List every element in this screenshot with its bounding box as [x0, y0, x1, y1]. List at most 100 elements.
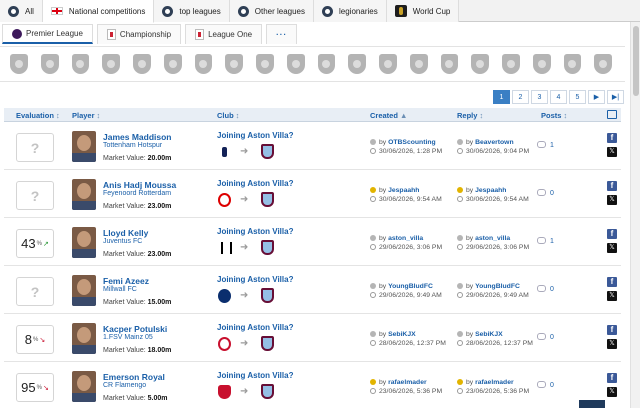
player-photo[interactable]	[72, 371, 96, 402]
facebook-share-icon[interactable]: f	[607, 325, 617, 335]
created-user-link[interactable]: YoungBludFC	[388, 283, 433, 290]
created-user-link[interactable]: rafaelmader	[388, 379, 427, 386]
player-club-link[interactable]: Tottenham Hotspur	[103, 142, 163, 149]
posts-count[interactable]: 1	[537, 237, 554, 245]
from-club-crest-icon[interactable]	[218, 289, 231, 303]
reply-user-link[interactable]: YoungBludFC	[475, 283, 520, 290]
page-button[interactable]: 5	[569, 90, 586, 104]
player-name-link[interactable]: Kacper Potulski	[103, 324, 168, 334]
club-header[interactable]: Club ↕	[217, 111, 239, 120]
facebook-share-icon[interactable]: f	[607, 229, 617, 239]
club-crest-icon[interactable]	[163, 54, 182, 74]
facebook-share-icon[interactable]: f	[607, 373, 617, 383]
facebook-share-icon[interactable]: f	[607, 181, 617, 191]
from-club-crest-icon[interactable]	[218, 385, 231, 399]
reply-user-link[interactable]: rafaelmader	[475, 379, 514, 386]
club-crest-icon[interactable]	[133, 54, 151, 74]
evaluation-badge[interactable]: ?	[16, 133, 54, 162]
created-user-link[interactable]: aston_villa	[388, 235, 424, 242]
tab-all[interactable]: All	[0, 0, 43, 22]
league-tab-2[interactable]: Championship	[96, 24, 182, 44]
tab-other-leagues[interactable]: Other leagues	[229, 0, 315, 22]
from-club-crest-icon[interactable]	[218, 337, 231, 351]
x-share-icon[interactable]: 𝕏	[607, 339, 617, 349]
from-club-crest-icon[interactable]	[218, 193, 231, 207]
league-tab-4[interactable]: ···	[266, 24, 298, 44]
from-club-crest-icon[interactable]	[218, 241, 232, 255]
evaluation-badge[interactable]: 8% ↘	[16, 325, 54, 354]
club-crest-icon[interactable]	[71, 54, 90, 74]
club-crest-icon[interactable]	[194, 54, 213, 74]
player-name-link[interactable]: Lloyd Kelly	[103, 228, 149, 238]
created-user-link[interactable]: SebiKJX	[388, 331, 416, 338]
posts-count[interactable]: 0	[537, 381, 554, 389]
page-button[interactable]: ▶|	[607, 90, 624, 104]
player-club-link[interactable]: Millwall FC	[103, 286, 137, 293]
player-photo[interactable]	[72, 323, 96, 354]
x-share-icon[interactable]: 𝕏	[607, 291, 617, 301]
club-crest-icon[interactable]	[317, 54, 336, 74]
page-button[interactable]: 3	[531, 90, 548, 104]
x-share-icon[interactable]: 𝕏	[607, 387, 617, 397]
rumor-link[interactable]: Joining Aston Villa?	[217, 179, 294, 188]
club-crest-icon[interactable]	[256, 54, 274, 74]
aston-villa-crest-icon[interactable]	[261, 144, 274, 159]
club-crest-icon[interactable]	[379, 54, 397, 74]
club-crest-icon[interactable]	[532, 54, 551, 74]
player-name-link[interactable]: Anis Hadj Moussa	[103, 180, 177, 190]
club-crest-icon[interactable]	[10, 54, 28, 74]
reply-user-link[interactable]: SebiKJX	[475, 331, 503, 338]
league-tab-1[interactable]: Premier League	[2, 24, 93, 44]
x-share-icon[interactable]: 𝕏	[607, 243, 617, 253]
evaluation-badge[interactable]: 95% ↘	[16, 373, 54, 402]
club-crest-icon[interactable]	[594, 54, 612, 74]
player-club-link[interactable]: 1.FSV Mainz 05	[103, 334, 153, 341]
evaluation-header[interactable]: Evaluation ↕	[16, 111, 60, 120]
player-photo[interactable]	[72, 179, 96, 210]
aston-villa-crest-icon[interactable]	[261, 192, 274, 207]
evaluation-badge[interactable]: 43% ↗	[16, 229, 54, 258]
tab-top-leagues[interactable]: top leagues	[154, 0, 230, 22]
club-crest-icon[interactable]	[286, 54, 305, 74]
club-crest-icon[interactable]	[563, 54, 582, 74]
tab-national-competitions[interactable]: National competitions	[42, 0, 155, 23]
rumor-link[interactable]: Joining Aston Villa?	[217, 275, 294, 284]
evaluation-badge[interactable]: ?	[16, 277, 54, 306]
player-name-link[interactable]: Emerson Royal	[103, 372, 165, 382]
aston-villa-crest-icon[interactable]	[261, 336, 274, 351]
club-crest-icon[interactable]	[225, 54, 243, 74]
player-name-link[interactable]: Femi Azeez	[103, 276, 149, 286]
created-user-link[interactable]: OTBScounting	[388, 139, 436, 146]
back-to-top-button[interactable]	[579, 400, 605, 408]
club-crest-icon[interactable]	[102, 54, 120, 74]
player-club-link[interactable]: Feyenoord Rotterdam	[103, 190, 172, 197]
player-photo[interactable]	[72, 275, 96, 306]
reply-user-link[interactable]: Jespaahh	[475, 187, 507, 194]
reply-user-link[interactable]: Beavertown	[475, 139, 514, 146]
player-name-link[interactable]: James Maddison	[103, 132, 172, 142]
tab-world-cup[interactable]: World Cup	[386, 0, 460, 22]
posts-count[interactable]: 1	[537, 141, 554, 149]
club-crest-icon[interactable]	[409, 54, 428, 74]
scrollbar[interactable]	[630, 22, 640, 408]
posts-count[interactable]: 0	[537, 333, 554, 341]
page-button[interactable]: 1	[493, 90, 510, 104]
club-crest-icon[interactable]	[502, 54, 520, 74]
player-header[interactable]: Player ↕	[72, 111, 100, 120]
aston-villa-crest-icon[interactable]	[261, 240, 274, 255]
created-user-link[interactable]: Jespaahh	[388, 187, 420, 194]
posts-header[interactable]: Posts ↕	[541, 111, 567, 120]
evaluation-badge[interactable]: ?	[16, 181, 54, 210]
facebook-share-icon[interactable]: f	[607, 133, 617, 143]
page-button[interactable]: ▶	[588, 90, 605, 104]
page-button[interactable]: 2	[512, 90, 529, 104]
player-photo[interactable]	[72, 131, 96, 162]
share-icon[interactable]	[607, 110, 617, 119]
tab-legionaries[interactable]: legionaries	[314, 0, 387, 22]
page-button[interactable]: 4	[550, 90, 567, 104]
reply-header[interactable]: Reply ↕	[457, 111, 483, 120]
x-share-icon[interactable]: 𝕏	[607, 147, 617, 157]
club-crest-icon[interactable]	[440, 54, 459, 74]
rumor-link[interactable]: Joining Aston Villa?	[217, 371, 294, 380]
reply-user-link[interactable]: aston_villa	[475, 235, 511, 242]
